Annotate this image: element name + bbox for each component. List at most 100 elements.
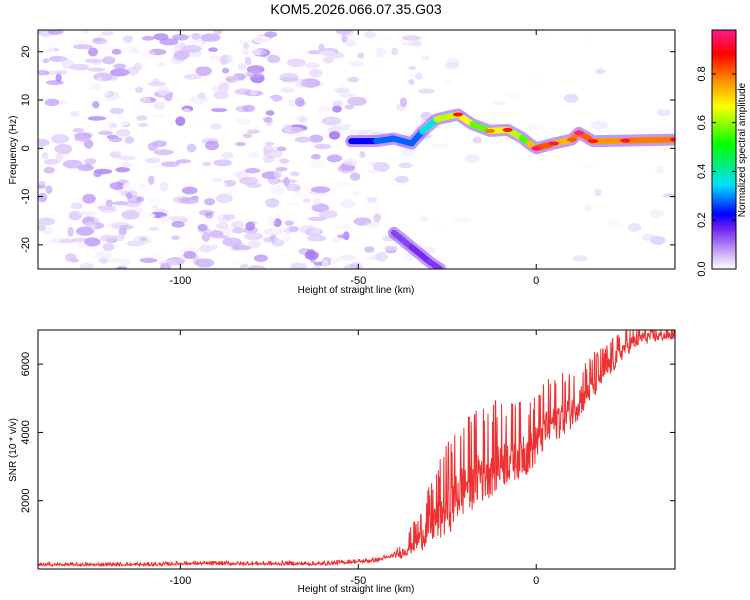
spectrogram-ridge-peak — [620, 138, 631, 143]
spectrogram-noise-blob — [77, 211, 97, 216]
spectrogram-x-ticks: -100 -50 0 — [169, 30, 539, 287]
spectrogram-noise-blob — [175, 116, 186, 127]
snr-y-tick-label: 2000 — [20, 488, 32, 512]
snr-y-tick-label: 4000 — [20, 420, 32, 444]
spectrogram-noise-blob — [237, 63, 247, 71]
spectrogram-x-tick-label: 0 — [533, 275, 539, 287]
spectrogram-noise-blob — [420, 111, 433, 121]
spectrogram-noise-blob — [84, 158, 97, 165]
spectrogram-noise-blob — [56, 69, 68, 75]
spectrogram-noise-blob — [211, 181, 227, 190]
spectrogram-noise-blob — [525, 124, 545, 131]
spectrogram-ridge-segment — [419, 116, 440, 135]
spectrogram-noise-blob — [84, 237, 101, 247]
spectrogram-noise-blob — [492, 101, 506, 106]
spectrogram-noise-blob — [213, 103, 227, 109]
spectrogram-noise-blob — [100, 91, 111, 97]
spectrogram-x-tick-label: -100 — [169, 275, 191, 287]
spectrogram-noise-blob — [189, 94, 208, 105]
colorbar-tick-label: 0.0 — [696, 261, 708, 276]
spectrogram-noise-blob — [100, 234, 118, 242]
spectrogram-noise-blob — [242, 133, 253, 139]
spectrogram-noise-blob — [118, 155, 136, 161]
spectrogram-noise-blob — [70, 111, 80, 117]
spectrogram-noise-blob — [338, 93, 356, 98]
spectrogram-noise-blob — [109, 151, 122, 159]
spectrogram-noise-blob — [420, 55, 431, 61]
spectrogram-noise-blob — [411, 39, 423, 48]
spectrogram-noise-blob — [366, 196, 378, 203]
spectrogram-noise-blob — [297, 48, 309, 57]
spectrogram-noise-blob — [302, 198, 312, 203]
spectrogram-noise-blob — [111, 221, 130, 230]
spectrogram-noise-blob — [246, 65, 265, 74]
spectrogram-noise-blob — [38, 69, 50, 76]
spectrogram-noise-blob — [103, 91, 114, 98]
spectrogram-noise-blob — [472, 136, 482, 144]
spectrogram-noise-blob — [123, 201, 142, 208]
spectrogram-noise-blob — [234, 117, 251, 126]
spectrogram-noise-blob — [288, 201, 300, 208]
spectrogram-noise-blob — [85, 58, 103, 64]
spectrogram-noise-blob — [97, 130, 114, 136]
spectrogram-side-branch-segment — [408, 244, 433, 265]
snr-x-ticks: -100 -50 0 — [169, 330, 539, 587]
spectrogram-noise-blob — [43, 158, 59, 165]
spectrogram-noise-blob — [51, 133, 70, 144]
spectrogram-noise-blob — [242, 42, 250, 50]
spectrogram-noise-blob — [55, 152, 64, 162]
spectrogram-noise-blob — [45, 80, 64, 86]
spectrogram-ridge-peak — [588, 139, 599, 144]
spectrogram-noise-blob — [279, 158, 290, 164]
spectrogram-noise-blob — [110, 68, 130, 77]
spectrogram-noise-blob — [656, 109, 672, 116]
spectrogram-noise-blob — [339, 128, 350, 135]
spectrogram-ridge-peak — [452, 112, 463, 117]
spectrogram-noise-blob — [307, 216, 327, 221]
spectrogram-noise-blob — [401, 41, 421, 46]
spectrogram-noise-blob — [286, 183, 301, 192]
spectrogram-noise-blob — [198, 209, 215, 216]
spectrogram-noise-blob — [294, 78, 307, 88]
spectrogram-noise-blob — [55, 73, 62, 83]
spectrogram-noise-blob — [294, 136, 312, 143]
spectrogram-noise-blob — [74, 135, 91, 142]
spectrogram-side-branch-segment — [426, 258, 444, 269]
spectrogram-noise-blob — [147, 81, 167, 87]
spectrogram-noise-blob — [38, 138, 50, 147]
spectrogram-noise-blob — [209, 123, 223, 130]
spectrogram-noise-blob — [205, 140, 219, 151]
spectrogram-noise-blob — [338, 123, 352, 131]
spectrogram-noise-blob — [253, 254, 268, 262]
spectrogram-noise-blob — [47, 30, 64, 35]
spectrogram-noise-blob — [213, 159, 232, 167]
spectrogram-noise-blob — [244, 168, 261, 174]
spectrogram-noise-blob — [177, 197, 190, 203]
spectrogram-noise-blob — [221, 151, 234, 160]
spectrogram-noise-blob — [349, 60, 365, 68]
spectrogram-noise-blob — [265, 110, 275, 116]
spectrogram-noise-blob — [139, 183, 148, 191]
spectrogram-noise-blob — [318, 209, 338, 219]
spectrogram-noise-blob — [271, 184, 285, 195]
spectrogram-noise-blob — [49, 55, 68, 63]
spectrogram-noise-blob — [273, 236, 282, 243]
spectrogram-noise-blob — [198, 244, 213, 253]
snr-plot-area — [38, 330, 675, 568]
spectrogram-noise-blob — [293, 192, 309, 198]
spectrogram-y-tick-label: -20 — [20, 237, 32, 253]
spectrogram-noise-blob — [444, 61, 459, 70]
spectrogram-noise-blob — [342, 76, 352, 83]
spectrogram-noise-blob — [181, 108, 192, 116]
spectrogram-noise-blob — [183, 251, 197, 259]
spectrogram-noise-blob — [118, 224, 134, 230]
spectrogram-noise-blob — [264, 141, 275, 146]
colorbar-tick-label: 0.2 — [696, 213, 708, 228]
spectrogram-noise-blob — [419, 246, 436, 255]
spectrogram-noise-blob — [181, 186, 198, 195]
spectrogram-noise-blob — [260, 49, 269, 58]
spectrogram-noise-blob — [223, 214, 236, 220]
spectrogram-noise-blob — [81, 30, 89, 34]
spectrogram-noise-blob — [310, 153, 321, 160]
